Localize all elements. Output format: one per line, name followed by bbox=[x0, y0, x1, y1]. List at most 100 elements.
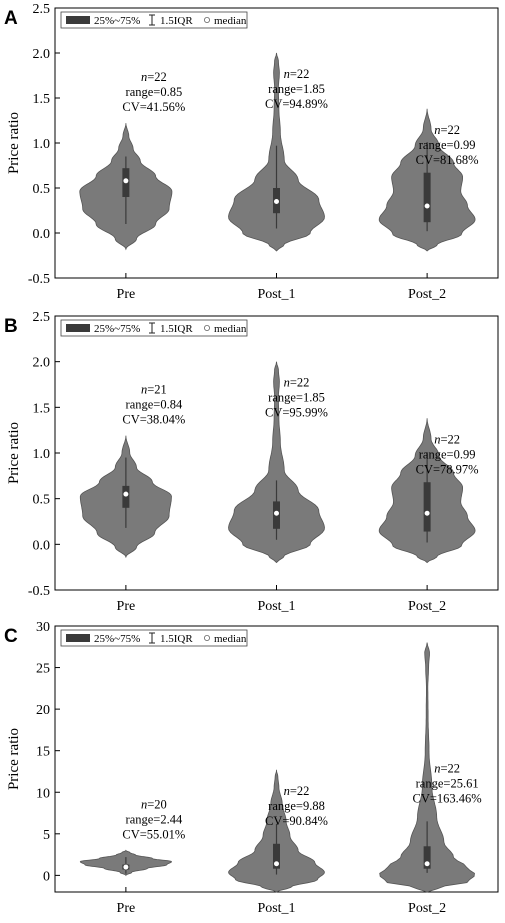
panel-label: B bbox=[4, 316, 18, 337]
median-marker bbox=[424, 510, 431, 517]
x-tick-label: Post_1 bbox=[257, 599, 295, 614]
x-tick-label: Pre bbox=[117, 287, 136, 302]
annotation-n: n=22 bbox=[284, 376, 310, 390]
y-tick-label: 25 bbox=[36, 662, 50, 677]
y-tick-label: 0 bbox=[43, 869, 50, 884]
violin-post_1 bbox=[228, 361, 325, 564]
legend-median-symbol bbox=[203, 324, 210, 331]
y-tick-label: 15 bbox=[36, 745, 50, 760]
annotation-n-value: =22 bbox=[290, 376, 310, 390]
y-tick-label: 1.0 bbox=[33, 137, 51, 152]
y-tick-label: 2.5 bbox=[33, 310, 51, 325]
legend-median-label: median bbox=[214, 633, 247, 645]
annotation-cv: CV=55.01% bbox=[122, 827, 185, 841]
annotation-n: n=22 bbox=[434, 762, 460, 776]
annotation-n-value: =22 bbox=[440, 762, 460, 776]
chart-panel-c: C 0 5 10 15 20 25 30 Price ratio Pre Post_1 Post_2 n… bbox=[4, 620, 499, 916]
annotation-cv: CV=41.56% bbox=[122, 100, 185, 114]
y-tick-label: 20 bbox=[36, 703, 50, 718]
legend-box-swatch bbox=[66, 16, 90, 24]
annotation-n-value: =20 bbox=[147, 797, 167, 811]
annotation-n-symbol: n bbox=[434, 123, 440, 137]
y-tick-label: 1.0 bbox=[33, 447, 51, 462]
x-tick-label: Post_2 bbox=[408, 901, 446, 916]
annotation-n-value: =22 bbox=[290, 67, 310, 81]
annotation-n-value: =21 bbox=[147, 383, 167, 397]
legend-median-label: median bbox=[214, 323, 247, 335]
annotation-n-value: =22 bbox=[147, 70, 167, 84]
legend-whisker-label: 1.5IQR bbox=[160, 633, 193, 645]
violin-post_2 bbox=[379, 642, 475, 893]
iqr-box bbox=[273, 843, 280, 869]
median-marker bbox=[273, 860, 280, 867]
annotation-cv: CV=163.46% bbox=[413, 792, 482, 806]
legend-median-label: median bbox=[214, 15, 247, 27]
annotation-range: range=0.99 bbox=[419, 447, 476, 461]
y-tick-label: 2.0 bbox=[33, 47, 51, 62]
x-tick-label: Post_1 bbox=[257, 901, 295, 916]
annotation-n-value: =22 bbox=[440, 123, 460, 137]
y-tick-label: 10 bbox=[36, 786, 50, 801]
annotation-n: n=22 bbox=[141, 70, 167, 84]
annotation-n: n=20 bbox=[141, 797, 167, 811]
annotation-n-symbol: n bbox=[284, 784, 290, 798]
annotation-range: range=0.85 bbox=[126, 85, 183, 99]
legend: 25%~75% 1.5IQR median bbox=[60, 319, 248, 337]
x-tick-label: Post_2 bbox=[408, 287, 446, 302]
median-marker bbox=[424, 202, 431, 210]
y-tick-label: 0.5 bbox=[33, 493, 51, 508]
iqr-box bbox=[423, 846, 431, 869]
y-axis-label: Price ratio bbox=[6, 422, 22, 484]
median-marker bbox=[122, 491, 129, 498]
legend: 25%~75% 1.5IQR median bbox=[60, 11, 248, 29]
annotation-cv: CV=94.89% bbox=[265, 97, 328, 111]
annotation-cv: CV=90.84% bbox=[265, 814, 328, 828]
y-axis-label: Price ratio bbox=[6, 728, 22, 790]
legend-box-label: 25%~75% bbox=[94, 15, 140, 27]
legend-box-swatch bbox=[66, 324, 90, 332]
annotation-n: n=21 bbox=[141, 383, 167, 397]
x-tick-label: Post_2 bbox=[408, 599, 446, 614]
chart-panel-b: B -0.5 0.0 0.5 1.0 1.5 2.0 2.5 Price ratio Pre Pos… bbox=[4, 310, 499, 614]
annotation-n-symbol: n bbox=[434, 432, 440, 446]
annotation-n-symbol: n bbox=[141, 70, 147, 84]
annotation-cv: CV=78.97% bbox=[416, 462, 479, 476]
median-marker bbox=[273, 510, 280, 517]
legend-median-symbol bbox=[203, 16, 210, 23]
legend-median-symbol bbox=[203, 635, 210, 642]
annotation-n-value: =22 bbox=[290, 784, 310, 798]
y-tick-label: -0.5 bbox=[28, 584, 50, 599]
chart-panel-a: A -0.5 0.0 0.5 1.0 1.5 2.0 2.5 Price ratio Pre Pos… bbox=[4, 2, 499, 302]
legend-frame bbox=[60, 629, 248, 647]
annotation-n-symbol: n bbox=[141, 383, 147, 397]
annotation-n: n=22 bbox=[434, 123, 460, 137]
annotation-n-symbol: n bbox=[284, 376, 290, 390]
y-axis-label: Price ratio bbox=[6, 112, 22, 174]
annotation-range: range=0.99 bbox=[419, 138, 476, 152]
annotation-n-value: =22 bbox=[440, 432, 460, 446]
annotation-range: range=1.85 bbox=[268, 82, 325, 96]
legend-box-label: 25%~75% bbox=[94, 633, 140, 645]
y-tick-label: 2.5 bbox=[33, 2, 51, 17]
median-marker bbox=[424, 860, 431, 867]
iqr-box bbox=[423, 482, 431, 532]
panel-label: C bbox=[4, 626, 18, 647]
legend: 25%~75% 1.5IQR median bbox=[60, 629, 248, 647]
legend-box-label: 25%~75% bbox=[94, 323, 140, 335]
y-tick-label: 1.5 bbox=[33, 92, 51, 107]
x-tick-label: Pre bbox=[117, 599, 136, 614]
median-marker bbox=[273, 198, 280, 205]
annotation-range: range=2.44 bbox=[126, 812, 183, 826]
annotation-range: range=9.88 bbox=[268, 799, 325, 813]
x-tick-label: Pre bbox=[117, 901, 136, 916]
annotation-cv: CV=81.68% bbox=[416, 153, 479, 167]
legend-box-swatch bbox=[66, 634, 90, 642]
median-marker bbox=[122, 863, 129, 871]
y-tick-label: 0.0 bbox=[33, 538, 51, 553]
y-tick-label: 5 bbox=[43, 828, 50, 843]
annotation-range: range=25.61 bbox=[416, 777, 479, 791]
y-tick-label: 0.5 bbox=[33, 182, 51, 197]
annotation-n: n=22 bbox=[284, 67, 310, 81]
y-tick-label: 1.5 bbox=[33, 401, 51, 416]
